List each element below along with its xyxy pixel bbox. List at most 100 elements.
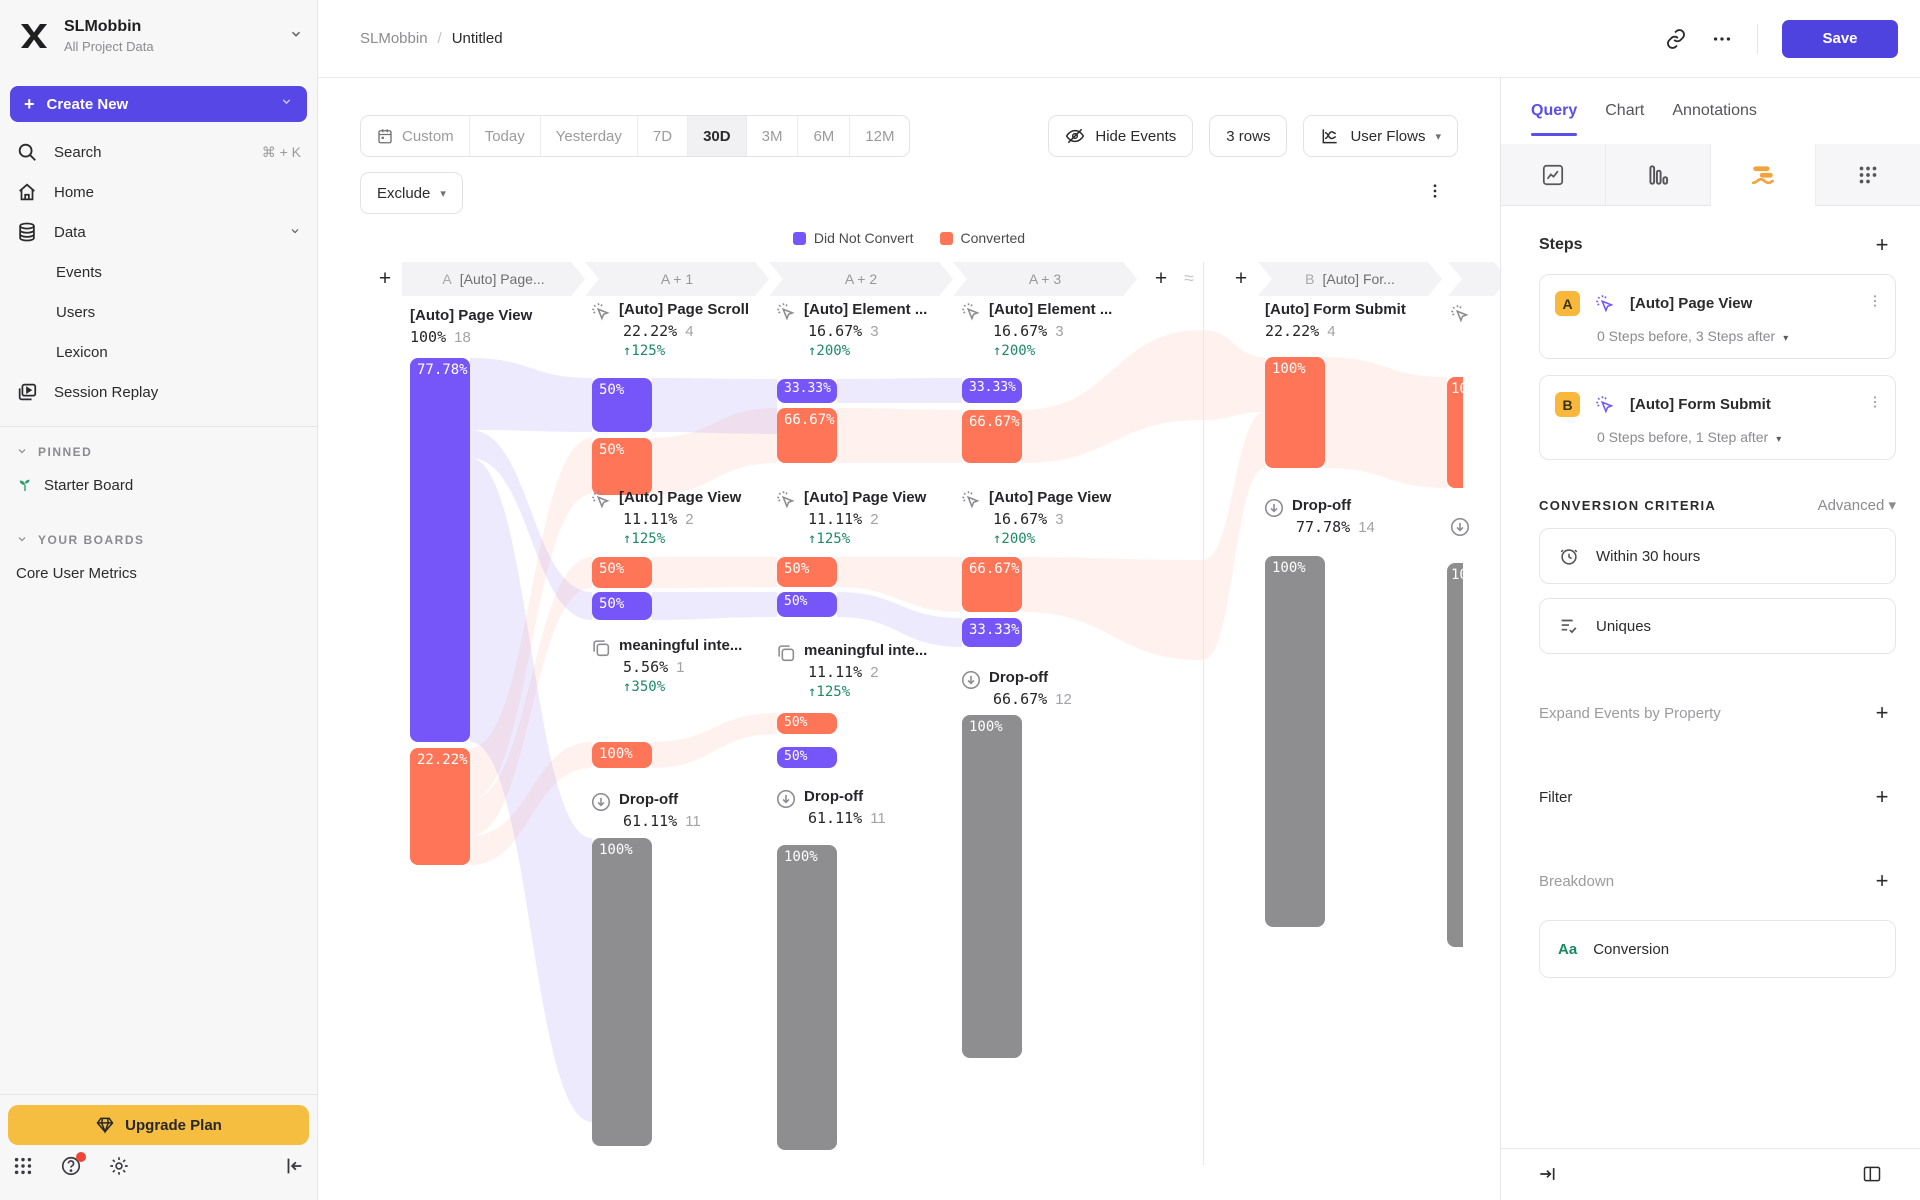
flow-node-title[interactable]: Drop-off: [619, 791, 679, 808]
add-expand-events-by-property-button[interactable]: +: [1875, 700, 1889, 725]
flow-node-block[interactable]: 50%: [777, 747, 837, 768]
flow-node-title[interactable]: [Auto] Form Submit: [1265, 301, 1406, 318]
date-range-custom[interactable]: Custom: [361, 116, 470, 156]
chart-type-bars[interactable]: [1606, 144, 1711, 206]
flow-node-title[interactable]: meaningful inte...: [619, 637, 743, 654]
chevron-down-icon[interactable]: [280, 95, 293, 113]
flow-step-header[interactable]: [1448, 262, 1500, 296]
flow-node-block[interactable]: 22.22%: [410, 748, 470, 865]
flow-step-header[interactable]: B [Auto] For...: [1258, 262, 1442, 296]
step-kebab-icon[interactable]: [1867, 293, 1883, 314]
chart-type-insights[interactable]: [1501, 144, 1606, 206]
date-range-yesterday[interactable]: Yesterday: [541, 116, 638, 156]
share-link-icon[interactable]: [1665, 28, 1687, 50]
flow-node-block[interactable]: 50%: [777, 592, 837, 617]
sidebar-item-home[interactable]: Home: [0, 172, 317, 212]
flow-node-block[interactable]: 33.33%: [962, 618, 1022, 647]
sidebar-item-data[interactable]: Data: [0, 212, 317, 252]
split-view-icon[interactable]: [1862, 1164, 1884, 1186]
tab-chart[interactable]: Chart: [1605, 102, 1645, 119]
flow-step-header[interactable]: A + 1: [585, 262, 769, 296]
date-range-12m[interactable]: 12M: [850, 116, 909, 156]
flow-node-title[interactable]: [Auto] Page Scroll: [619, 301, 750, 318]
flow-node-block[interactable]: 33.33%: [777, 379, 837, 403]
date-range-6m[interactable]: 6M: [798, 116, 851, 156]
date-range-7d[interactable]: 7D: [638, 116, 689, 156]
chart-type-metrics[interactable]: [1816, 144, 1920, 206]
flow-node-block[interactable]: 100%: [962, 715, 1022, 1058]
rows-button[interactable]: 3 rows: [1209, 115, 1288, 157]
date-range-today[interactable]: Today: [470, 116, 541, 156]
sidebar-item-users[interactable]: Users: [0, 292, 317, 332]
create-new-button[interactable]: + Create New: [10, 86, 307, 122]
flow-node-block[interactable]: 100%: [777, 845, 837, 1150]
upgrade-plan-button[interactable]: Upgrade Plan: [8, 1105, 309, 1145]
flow-node-block[interactable]: 100%: [1265, 556, 1325, 927]
advanced-dropdown[interactable]: Advanced ▾: [1817, 497, 1896, 514]
sidebar-item-lexicon[interactable]: Lexicon: [0, 332, 317, 372]
collapse-sidebar-icon[interactable]: [283, 1155, 305, 1177]
sidebar-item-events[interactable]: Events: [0, 252, 317, 292]
flow-node-title[interactable]: Drop-off: [989, 669, 1049, 686]
flow-node-block[interactable]: 66.67%: [962, 410, 1022, 463]
flow-node-block[interactable]: 66.67%: [777, 408, 837, 463]
sidebar-item-starter-board[interactable]: Starter Board: [0, 467, 317, 503]
sidebar-item-search[interactable]: Search ⌘ + K: [0, 132, 317, 172]
more-options-icon[interactable]: [1711, 28, 1733, 50]
date-range-3m[interactable]: 3M: [747, 116, 799, 156]
project-switcher[interactable]: SLMobbin All Project Data: [0, 0, 317, 68]
gear-icon[interactable]: [108, 1155, 130, 1177]
chart-options-kebab[interactable]: [1416, 172, 1454, 210]
breadcrumb-current[interactable]: Untitled: [451, 30, 503, 47]
flow-node-title[interactable]: [Auto] Page View: [989, 489, 1112, 506]
flow-step-header[interactable]: A [Auto] Page...: [402, 262, 585, 296]
flow-node-block[interactable]: 50%: [592, 378, 652, 432]
step-card-a[interactable]: A [Auto] Page View 0 Steps before, 3 Steps…: [1539, 274, 1896, 359]
your-boards-section-header[interactable]: YOUR BOARDS: [0, 525, 317, 555]
add-step-column-button[interactable]: +: [1154, 267, 1168, 290]
add-breakdown-button[interactable]: +: [1875, 868, 1889, 893]
app-grid-icon[interactable]: [12, 1155, 34, 1177]
tab-query[interactable]: Query: [1531, 78, 1578, 144]
step-expansion-setting[interactable]: 0 Steps before, 3 Steps after ▾: [1597, 328, 1883, 344]
breakdown-conversion-card[interactable]: Aa Conversion: [1539, 920, 1896, 978]
flow-node-block[interactable]: 50%: [592, 438, 652, 495]
flow-node-block[interactable]: 50%: [592, 557, 652, 588]
step-card-b[interactable]: B [Auto] Form Submit 0 Steps before, 1 Ste…: [1539, 375, 1896, 460]
add-filter-button[interactable]: +: [1875, 784, 1889, 809]
flow-node-title[interactable]: Drop-off: [1292, 497, 1352, 514]
flow-step-header[interactable]: A + 3: [953, 262, 1137, 296]
flow-node-block[interactable]: 100%: [1265, 357, 1325, 468]
flow-node-block[interactable]: 50%: [777, 557, 837, 587]
criteria-uniques[interactable]: Uniques: [1539, 598, 1896, 654]
flow-node-title[interactable]: [Auto] Page View: [804, 489, 927, 506]
flow-node-block[interactable]: 100%: [592, 742, 652, 768]
flow-node-title[interactable]: [Auto] Page View: [619, 489, 742, 506]
step-expansion-setting[interactable]: 0 Steps before, 1 Step after ▾: [1597, 429, 1883, 445]
breadcrumb-parent[interactable]: SLMobbin: [360, 30, 428, 47]
flow-node-title[interactable]: Drop-off: [804, 788, 864, 805]
add-step-button[interactable]: +: [1875, 232, 1889, 257]
flow-node-title[interactable]: meaningful inte...: [804, 642, 928, 659]
flow-node-block[interactable]: 100%: [1447, 563, 1463, 947]
sidebar-item-board[interactable]: Core User Metrics: [0, 555, 317, 591]
criteria-within-30-hours[interactable]: Within 30 hours: [1539, 528, 1896, 584]
flow-node-block[interactable]: 66.67%: [962, 557, 1022, 612]
pinned-section-header[interactable]: PINNED: [0, 437, 317, 467]
flow-node-block[interactable]: 50%: [777, 713, 837, 734]
add-step-column-button[interactable]: +: [1234, 267, 1248, 290]
exclude-button[interactable]: Exclude ▾: [360, 172, 463, 214]
flow-node-block[interactable]: 33.33%: [962, 378, 1022, 403]
flow-node-block[interactable]: 100%: [1447, 377, 1463, 488]
flow-node-title[interactable]: [Auto] Element ...: [804, 301, 928, 318]
date-range-30d[interactable]: 30D: [688, 116, 747, 156]
flow-step-header[interactable]: A + 2: [769, 262, 953, 296]
view-type-button[interactable]: User Flows ▾: [1303, 115, 1458, 157]
add-step-column-button[interactable]: +: [378, 267, 392, 290]
sidebar-item-session-replay[interactable]: Session Replay: [0, 372, 317, 412]
flow-node-block[interactable]: 77.78%: [410, 358, 470, 742]
collapse-panel-icon[interactable]: [1537, 1164, 1559, 1186]
hide-events-button[interactable]: Hide Events: [1048, 115, 1194, 157]
help-icon[interactable]: [60, 1152, 86, 1177]
flow-node-block[interactable]: 50%: [592, 592, 652, 620]
